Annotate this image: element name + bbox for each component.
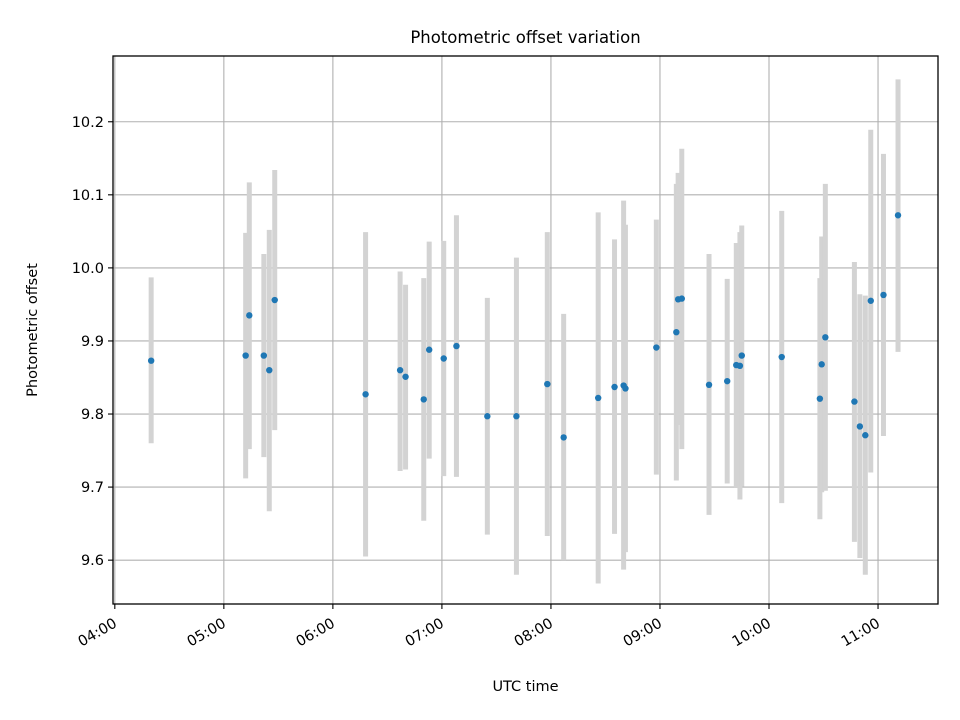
data-point [396,366,404,374]
y-tick-label: 9.6 [81,553,104,569]
data-point [867,297,874,304]
data-point [402,373,409,380]
data-point [678,295,685,302]
x-tick-label: 09:00 [621,616,665,651]
plot-frame [112,55,939,605]
data-point [856,423,864,430]
data-point [266,366,273,374]
data-point [560,434,567,441]
y-axis-label: Photometric offset [25,263,41,397]
data-point [420,396,427,403]
x-tick-label: 04:00 [76,616,120,651]
data-point [851,398,858,405]
data-point [611,383,618,391]
data-point [816,395,824,402]
data-point [862,432,869,439]
data-point [594,394,602,402]
data-points [147,212,902,441]
data-point [544,380,551,388]
grid [113,56,938,604]
data-point [484,413,491,420]
x-tick-label: 07:00 [403,616,447,651]
data-point [778,353,785,361]
x-tick-label: 10:00 [730,616,774,651]
x-tick-label: 05:00 [185,616,229,651]
y-tick-label: 9.7 [81,480,104,496]
data-point [425,346,433,353]
data-point [653,344,660,351]
data-point [453,342,460,350]
x-tick-label: 08:00 [512,616,556,651]
data-point [724,377,731,385]
y-tick-label: 10.1 [72,188,104,204]
data-point [246,312,253,319]
data-point [362,391,369,398]
x-axis-label: UTC time [492,679,558,695]
y-tick-label: 10.2 [72,115,104,131]
data-point [147,357,155,364]
data-point [242,352,249,359]
data-point [880,291,887,299]
data-point [622,385,629,392]
data-point [440,355,447,362]
x-tick-label: 11:00 [839,616,883,651]
y-tick-label: 9.8 [81,407,104,423]
data-point [271,296,278,304]
data-point [738,352,745,359]
data-point [705,381,713,388]
error-bars [148,79,901,584]
y-tick-label: 10.0 [72,261,104,277]
data-point [673,328,680,336]
data-point [513,413,520,420]
x-tick-label: 06:00 [294,616,338,651]
data-point [822,334,829,341]
x-axis-ticks: 04:00 05:00 06:00 07:00 08:00 09:00 10:00 11:00 [76,604,883,650]
data-point [260,352,268,359]
chart-title: Photometric offset variation [410,28,640,47]
data-point [736,362,744,370]
data-point [894,212,902,219]
data-point [818,361,825,368]
y-axis-ticks: 9.6 9.7 9.8 9.9 10.0 10.1 10.2 [72,115,113,569]
y-tick-label: 9.9 [81,334,104,350]
